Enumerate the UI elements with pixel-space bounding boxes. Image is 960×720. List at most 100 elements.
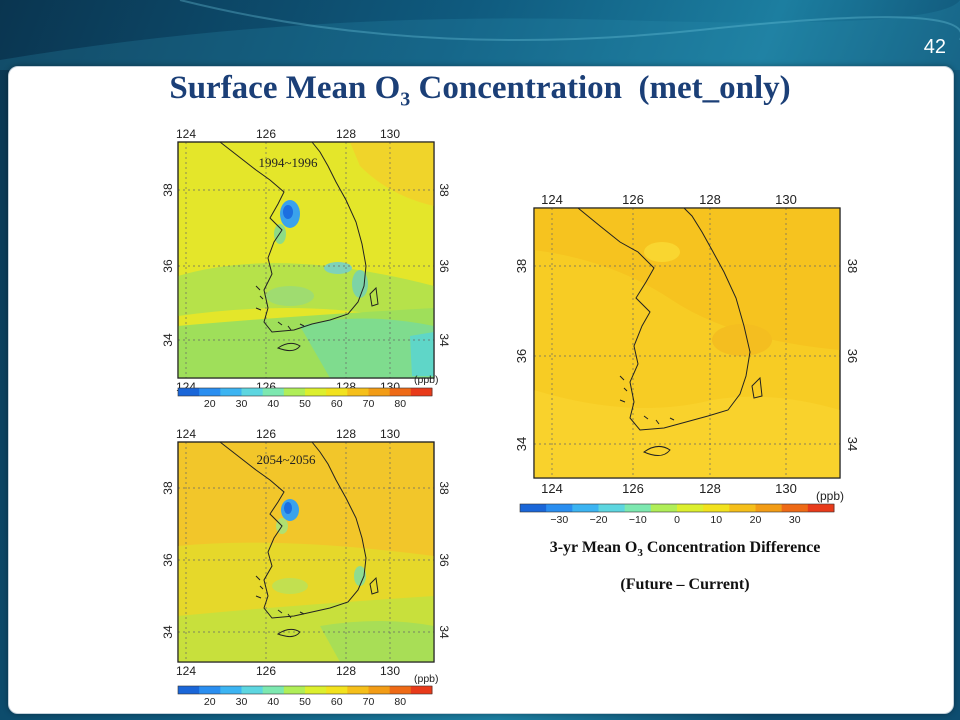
lat-tick-label: 36 [161,259,175,273]
colorbar-tick-label: 40 [267,696,279,708]
colorbar-swatch [283,388,306,396]
colorbar-unit: (ppb) [816,489,844,503]
lat-tick-label: 36 [437,259,451,273]
colorbar-swatch [241,388,264,396]
colorbar-tick-label: 10 [710,514,722,526]
lat-tick-label: 34 [514,437,529,451]
colorbar-tick-label: 70 [363,696,375,708]
colorbar-tick-label: 30 [236,398,248,410]
lon-tick-label: 124 [541,481,563,496]
colorbar-tick-label: 80 [394,398,406,410]
period-label: 1994~1996 [258,155,318,170]
colorbar-swatch [283,686,306,694]
lat-tick-label: 38 [514,259,529,273]
lon-tick-label: 130 [775,192,797,207]
colorbar-outline [177,685,433,695]
colorbar-unit: (ppb) [414,374,439,386]
title-tail: Concentration (met_only) [410,70,791,106]
lon-tick-label: 124 [176,664,196,678]
colorbar-swatch [598,504,626,512]
ozone-blobs [266,200,368,306]
colorbar-tick-label: 0 [674,514,680,526]
colorbar-swatch [368,686,391,694]
lon-tick-label: 130 [775,481,797,496]
lat-tick-label: 38 [437,481,451,495]
colorbar-swatch [546,504,573,512]
lat-tick-label: 34 [161,625,175,639]
slide-title: Surface Mean O3 Concentration (met_only) [0,70,960,112]
figure-caption-line2: (Future – Current) [620,576,750,593]
colorbar-tick-label: 20 [750,514,762,526]
colorbar-outline [177,387,433,397]
lat-tick-label: 38 [161,481,175,495]
colorbar-tick-label: 60 [331,696,343,708]
lon-tick-label: 124 [176,127,196,141]
colorbar-swatch [199,388,221,396]
lon-tick-label: 124 [541,192,563,207]
lon-tick-label: 126 [622,481,644,496]
map-future-period: 124 126 128 130 38 [161,427,451,685]
lon-tick-label: 128 [699,192,721,207]
caption-main: 3-yr Mean O [549,539,638,556]
map-difference: 124 126 128 130 38 36 34 38 36 34 124 12… [514,192,860,503]
colorbar-tick-label: −10 [629,514,647,526]
lon-tick-label: 126 [256,664,276,678]
colorbar-tick-label: 40 [267,398,279,410]
title-main: Surface Mean O [169,70,401,106]
colorbar-difference: −30 −20 −10 0 10 20 30 [519,503,835,526]
map-current-period: 124 126 128 130 [161,127,451,394]
colorbar-current: 20 30 40 50 60 70 80 [177,387,433,410]
lon-tick-label: 128 [336,127,356,141]
lat-tick-label: 34 [845,437,860,451]
colorbar-swatch [410,388,433,396]
colorbar-swatch [262,388,285,396]
lon-tick-label: 130 [380,664,400,678]
colorbar-outline [519,503,835,513]
colorbar-swatch [326,388,348,396]
colorbar-tick-label: 50 [299,398,311,410]
colorbar-swatch [389,388,412,396]
colorbar-swatch [305,388,327,396]
colorbar-tick-label: 60 [331,398,343,410]
colorbar-tick-label: 20 [204,696,216,708]
lat-tick-label: 36 [161,553,175,567]
figure-caption-line1: 3-yr Mean O3 Concentration Difference [440,539,930,559]
colorbar-swatch [368,388,391,396]
caption-subscript: 3 [637,547,643,560]
colorbar-swatch [781,504,809,512]
lat-tick-label: 38 [161,183,175,197]
colorbar-swatch [572,504,599,512]
colorbar-swatch [347,686,369,694]
colorbar-tick-label: 20 [204,398,216,410]
colorbar-swatch [178,388,200,396]
lat-tick-label: 34 [161,333,175,347]
colorbar-tick-label: −20 [590,514,608,526]
colorbar-future: 20 30 40 50 60 70 80 [177,685,433,708]
lat-tick-label: 34 [437,333,451,347]
lat-tick-label: 38 [437,183,451,197]
lon-tick-label: 126 [256,127,276,141]
colorbar-tick-label: 50 [299,696,311,708]
title-subscript: 3 [400,88,411,111]
lon-tick-label: 128 [336,664,356,678]
colorbar-unit: (ppb) [414,673,439,685]
colorbar-tick-label: 30 [236,696,248,708]
period-label: 2054~2056 [256,452,316,467]
lon-tick-label: 124 [176,427,196,441]
lat-tick-label: 36 [514,349,529,363]
caption-tail: Concentration Difference [642,539,821,556]
lon-tick-label: 128 [336,427,356,441]
coastline [219,441,379,638]
colorbar-swatch [262,686,285,694]
map-frame [533,207,841,479]
colorbar-swatch [520,504,547,512]
colorbar-swatch [729,504,756,512]
colorbar-swatch [410,686,433,694]
colorbar-swatch [624,504,652,512]
lon-tick-label: 128 [699,481,721,496]
colorbar-swatch [326,686,348,694]
colorbar-swatch [807,504,835,512]
coastline [577,207,763,456]
colorbar-swatch [755,504,783,512]
colorbar-tick-label: 30 [789,514,801,526]
